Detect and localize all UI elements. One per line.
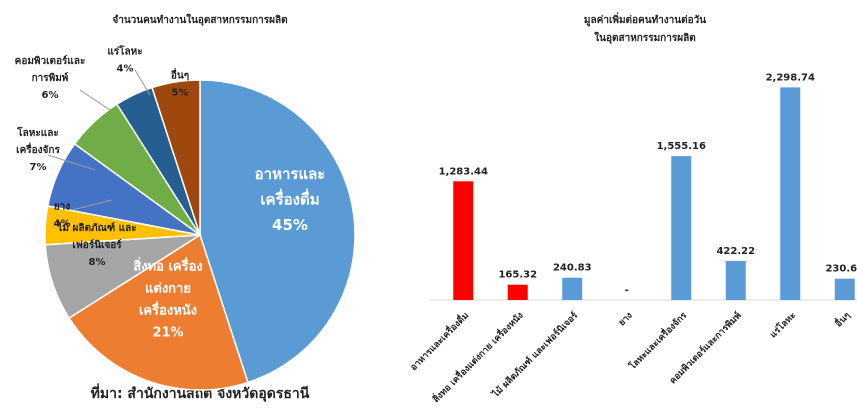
x-tick-label: อื่นๆ [831,309,852,330]
leader-line [47,154,96,171]
value-label: 422.22 [716,246,755,257]
value-label: 1,555.16 [657,141,706,152]
bar [725,260,746,300]
pie-title: จำนวนคนทำงานในอุตสาหกรรมการผลิต [112,13,287,26]
pie-slice [199,79,356,384]
bar-title: ในอุตสาหกรรมการผลิต [594,31,695,44]
x-tick-label: โลหะและเครื่องจักร [625,309,689,373]
slice-label: ยาง [54,202,70,213]
slice-label: คอมพิวเตอร์และ [15,55,86,67]
slice-label: สิ่งทอ เครื่อง [133,256,203,274]
slice-label: การพิมพ์ [32,72,69,84]
slice-label: เครื่องจักร [16,142,60,156]
slice-value: 5% [172,88,189,99]
slice-label: เฟอร์นิเจอร์ [72,239,122,251]
leader-line [71,199,113,211]
pie-slice [151,79,201,236]
leader-line [134,69,151,96]
slice-label: แร่โลหะ [107,45,142,58]
slice-value: 4% [117,64,134,75]
slice-value: 8% [89,257,106,268]
slice-label: เครื่องหนัง [139,301,197,319]
bar [834,278,855,300]
x-tick-label: ยาง [617,311,634,328]
x-tick-label: อาหารและเครื่องดื่ม [407,309,471,373]
bar [507,284,528,300]
bar [453,181,474,300]
slice-label: อาหารและ [255,165,326,183]
x-tick-label: ไม้ ผลิตภัณฑ์ และเฟอร์นิเจอร์ [489,309,580,400]
value-label: 230.68 [825,264,857,275]
pie-slice [68,233,249,391]
x-tick-label: แร่โลหะ [767,309,798,340]
slice-label: โลหะและ [16,126,58,139]
slice-label: อื่นๆ [171,68,189,82]
slice-value: 45% [272,216,308,234]
bar-title: มูลค่าเพิ่มต่อคนทำงานต่อวัน [584,12,706,27]
value-label: 165.32 [498,270,537,281]
slice-value: 6% [42,90,59,101]
value-label: 2,298.74 [766,72,815,83]
x-tick-label: สิ่งทอ เครื่องแต่งกาย เครื่องหนัง [429,309,526,406]
slice-label: แต่งกาย [145,281,191,296]
value-label: - [625,285,629,296]
source: ที่มา: สำนักงานสถิติ จังหวัดอุดรธานี [91,383,310,402]
slice-label: ไม้ ผลิตภัณฑ์ และ [56,221,136,234]
slice-label: เครื่องดื่ม [260,189,319,209]
leader-line [79,89,111,111]
value-label: 1,283.44 [439,166,488,177]
bar [671,156,692,300]
slice-value: 7% [30,162,47,173]
slice-value: 4% [54,219,71,230]
slice-value: 21% [152,326,183,341]
bar [780,87,801,300]
value-label: 240.83 [553,263,592,274]
bar [562,277,583,300]
